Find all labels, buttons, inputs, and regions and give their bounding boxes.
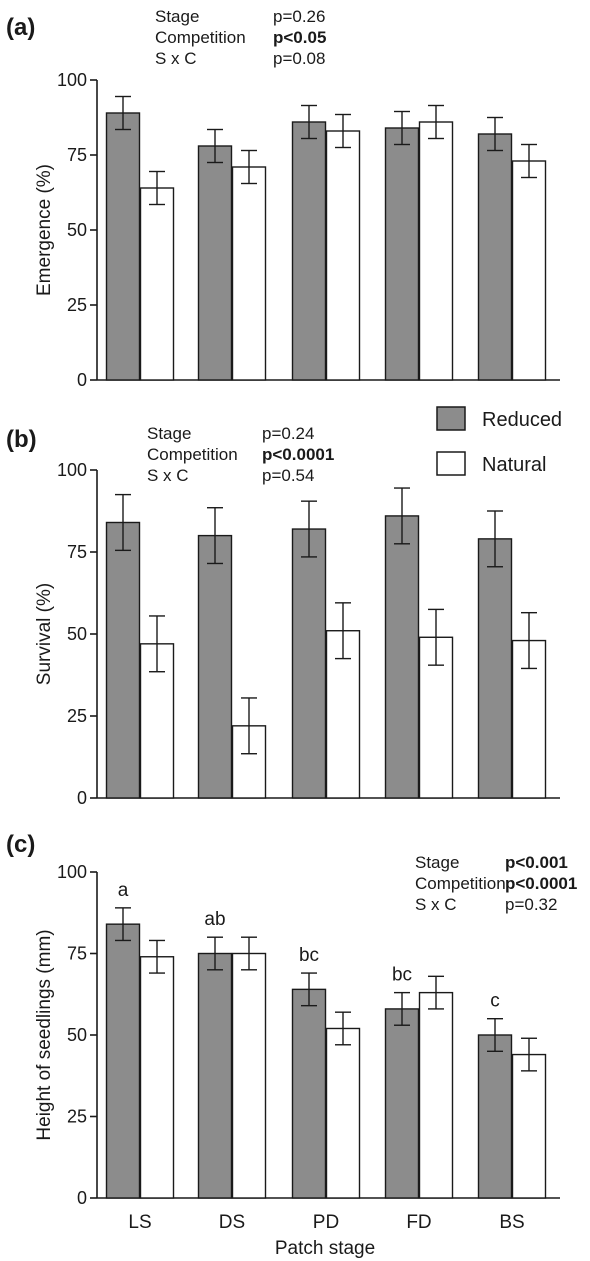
group-letter: bc [299,945,319,966]
stat-term: Competition [155,28,246,47]
stat-term: Stage [415,853,459,872]
y-tick-label: 75 [67,145,87,165]
bar-natural-bs [511,160,547,381]
x-tick-label: FD [406,1212,431,1233]
legend-swatch-natural [436,451,466,476]
panel-a: (a) Stage p=0.26 Competition p<0.05 S x C p=0.… [6,7,560,390]
group-letter: ab [204,909,225,930]
panel-label: (b) [6,426,37,453]
stat-term: Stage [147,424,191,443]
bar-natural-fd [418,121,454,381]
y-axis-title: Height of seedlings (mm) [34,929,55,1140]
bar-reduced-pd [291,528,327,799]
x-tick-label: PD [313,1212,339,1233]
stat-p-value: p=0.54 [262,466,314,485]
bar-reduced-pd [291,988,327,1199]
bar-reduced-bs [477,538,513,799]
bar-reduced-fd [384,1008,420,1199]
stat-p-value: p=0.24 [262,424,314,443]
x-axis-title: Patch stage [275,1238,375,1259]
panel-b: (b) Stage p=0.24 Competition p<0.0001 S x C p=… [6,424,560,808]
bar-reduced-ds [197,145,233,381]
group-letter: c [490,991,500,1012]
legend-swatch-reduced [436,406,466,431]
y-tick-label: 100 [57,862,87,882]
stat-p-value: p=0.08 [273,49,325,68]
bar-reduced-ds [197,534,233,799]
stat-term: S x C [155,49,197,68]
y-tick-label: 50 [67,1025,87,1045]
y-axis-title: Emergence (%) [34,164,55,296]
x-tick-label: BS [499,1212,524,1233]
panel-c: (c) Stage p<0.001 Competition p<0.0001 S x C p… [6,831,577,1259]
bar-natural-ds [231,952,267,1199]
stat-p-value: p<0.001 [505,853,568,872]
bar-reduced-fd [384,515,420,799]
panel-label: (c) [6,831,35,858]
y-tick-label: 0 [77,370,87,390]
stat-term: S x C [415,895,457,914]
bar-reduced-ds [197,952,233,1199]
stat-term: Stage [155,7,199,26]
panel-label: (a) [6,14,35,41]
stat-p-value: p<0.0001 [505,874,577,893]
group-letter: a [118,880,129,901]
x-tick-label: LS [128,1212,151,1233]
x-tick-label: DS [219,1212,245,1233]
bar-reduced-bs [477,1034,513,1199]
legend-label: Natural [482,454,546,476]
stat-term: S x C [147,466,189,485]
bar-natural-bs [511,1053,547,1199]
stat-p-value: p=0.32 [505,895,557,914]
stat-p-value: p<0.0001 [262,445,334,464]
y-tick-label: 25 [67,706,87,726]
bar-reduced-ls [105,521,141,799]
y-tick-label: 75 [67,944,87,964]
y-tick-label: 0 [77,1188,87,1208]
legend: Reduced Natural [436,406,562,476]
y-tick-label: 100 [57,70,87,90]
bar-reduced-fd [384,127,420,381]
bar-reduced-ls [105,112,141,381]
y-tick-label: 50 [67,624,87,644]
y-axis-title: Survival (%) [34,583,55,685]
bar-natural-fd [418,991,454,1199]
y-tick-label: 25 [67,1107,87,1127]
y-tick-label: 50 [67,220,87,240]
stat-term: Competition [147,445,238,464]
bar-natural-pd [325,1027,361,1199]
y-tick-label: 0 [77,788,87,808]
bar-natural-ls [139,187,175,381]
y-tick-label: 25 [67,295,87,315]
stat-term: Competition [415,874,506,893]
bar-natural-ds [231,166,267,381]
bar-reduced-ls [105,923,141,1199]
y-tick-label: 100 [57,460,87,480]
bar-reduced-pd [291,121,327,381]
bar-natural-pd [325,130,361,381]
bar-reduced-bs [477,133,513,381]
stat-p-value: p=0.26 [273,7,325,26]
y-tick-label: 75 [67,542,87,562]
stat-p-value: p<0.05 [273,28,326,47]
legend-label: Reduced [482,409,562,431]
group-letter: bc [392,965,412,986]
bar-natural-ls [139,956,175,1199]
